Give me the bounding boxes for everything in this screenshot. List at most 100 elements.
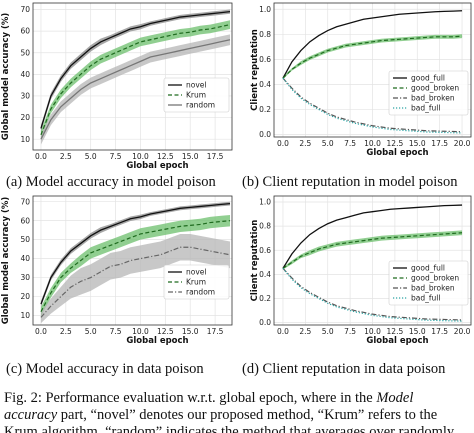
y-tick-label: 0.4 [259, 80, 271, 89]
x-tick-label: 7.5 [110, 152, 122, 161]
y-tick-label: 70 [20, 5, 30, 14]
chart-2: 0.0 2.5 5.0 7.5 10.0 12.5 15.0 17.5 10 20 30 40 50 60… [1, 195, 233, 346]
y-axis-label: Global model accuracy (%) [1, 13, 11, 141]
y-tick-label: 60 [20, 216, 30, 225]
x-tick-label: 20.0 [454, 327, 471, 336]
x-tick-label: 15.0 [182, 152, 199, 161]
figure-caption-line-1b: Model [375, 390, 413, 406]
chart-3: 0.0 2.5 5.0 7.5 10.0 12.5 15.0 17.5 20.0 0.0 0.2 0.… [250, 195, 472, 346]
x-tick-label: 10.0 [132, 152, 149, 161]
y-tick-label: 0.8 [259, 222, 271, 231]
x-axis-label: Global epoch [366, 148, 428, 158]
y-tick-label: 50 [20, 48, 30, 57]
figure-caption-line-1a: Fig. 2: Performance evaluation w.r.t. gl… [4, 390, 376, 406]
y-tick-label: 40 [20, 70, 30, 79]
plot-frame [32, 195, 233, 326]
y-tick-label: 0.6 [259, 246, 271, 255]
y-tick-label: 0.4 [259, 270, 271, 279]
y-tick-label: 30 [20, 273, 30, 282]
y-tick-label: 60 [20, 27, 30, 36]
x-tick-label: 5.0 [322, 327, 334, 336]
legend-label: bad_full [411, 104, 440, 113]
plot-frame [273, 195, 472, 326]
series-line [282, 232, 463, 269]
x-tick-label: 15.0 [409, 139, 426, 148]
x-tick-label: 12.5 [387, 139, 404, 148]
x-tick-label: 5.0 [85, 152, 97, 161]
chart-0: 0.0 2.5 5.0 7.5 10.0 12.5 15.0 17.5 10 20 30 40 50 60… [1, 2, 233, 171]
x-tick-label: 10.0 [132, 327, 149, 336]
chart-1: 0.0 2.5 5.0 7.5 10.0 12.5 15.0 17.5 20.0 0.0 0.2 0.… [250, 2, 472, 158]
y-tick-label: 10 [20, 135, 30, 144]
x-tick-label: 15.0 [409, 327, 426, 336]
x-tick-label: 7.5 [344, 139, 356, 148]
x-tick-label: 15.0 [182, 327, 199, 336]
y-tick-label: 30 [20, 92, 30, 101]
series-line [40, 246, 231, 318]
legend-label: novel [186, 81, 206, 90]
x-tick-label: 7.5 [344, 327, 356, 336]
series-line [282, 35, 463, 79]
x-tick-label: 7.5 [110, 327, 122, 336]
y-tick-label: 1.0 [259, 198, 271, 207]
legend-box [163, 264, 230, 300]
x-tick-label: 17.5 [431, 139, 448, 148]
y-tick-label: 40 [20, 254, 30, 263]
x-tick-label: 5.0 [322, 139, 334, 148]
series-band [282, 34, 463, 80]
series-line [282, 204, 463, 269]
figure-caption-line-3: Krum algorithm, “random” indicates the m… [4, 424, 455, 433]
y-tick-label: 0.0 [259, 130, 271, 139]
y-tick-label: 1.0 [259, 5, 271, 14]
legend-label: bad_broken [411, 94, 455, 103]
x-tick-label: 12.5 [157, 327, 174, 336]
legend-label: good_full [411, 74, 445, 83]
x-tick-label: 12.5 [157, 152, 174, 161]
y-tick-label: 10 [20, 311, 30, 320]
legend-box [388, 260, 469, 306]
legend-label: Krum [186, 278, 206, 287]
y-axis-label: Global model accuracy (%) [1, 197, 11, 325]
y-tick-label: 0.2 [259, 105, 271, 114]
x-tick-label: 17.5 [207, 152, 224, 161]
x-tick-label: 20.0 [454, 139, 471, 148]
x-tick-label: 2.5 [299, 139, 311, 148]
series-band [40, 233, 231, 324]
x-axis-label: Global epoch [126, 336, 188, 346]
legend-label: good_broken [411, 274, 459, 283]
legend-label: random [186, 288, 215, 297]
series-line [40, 220, 231, 312]
legend-label: bad_full [411, 294, 440, 303]
y-tick-label: 20 [20, 113, 30, 122]
x-tick-label: 2.5 [60, 152, 72, 161]
x-tick-label: 10.0 [364, 139, 381, 148]
y-tick-label: 0.2 [259, 294, 271, 303]
series-band [40, 34, 231, 145]
figure-caption-line-2: accuracy part, “novel” denotes our propo… [4, 407, 437, 423]
series-line [40, 24, 231, 136]
x-tick-label: 0.0 [277, 139, 289, 148]
x-tick-label: 0.0 [35, 152, 47, 161]
plot-frame [32, 2, 233, 151]
plot-frame [273, 2, 472, 138]
legend-label: random [186, 101, 215, 110]
y-axis-label: Client reputation [250, 220, 260, 302]
legend-label: Krum [186, 91, 206, 100]
y-tick-label: 70 [20, 197, 30, 206]
series-line [40, 39, 231, 140]
figure-caption-line-2b: part, “novel” denotes our proposed metho… [57, 407, 437, 423]
legend-label: good_broken [411, 84, 459, 93]
x-axis-label: Global epoch [366, 336, 428, 346]
x-tick-label: 10.0 [364, 327, 381, 336]
y-tick-label: 20 [20, 292, 30, 301]
legend-label: bad_broken [411, 284, 455, 293]
x-tick-label: 17.5 [207, 327, 224, 336]
y-tick-label: 0.6 [259, 55, 271, 64]
x-tick-label: 0.0 [277, 327, 289, 336]
series-line [282, 10, 463, 79]
x-tick-label: 2.5 [60, 327, 72, 336]
x-tick-label: 17.5 [431, 327, 448, 336]
